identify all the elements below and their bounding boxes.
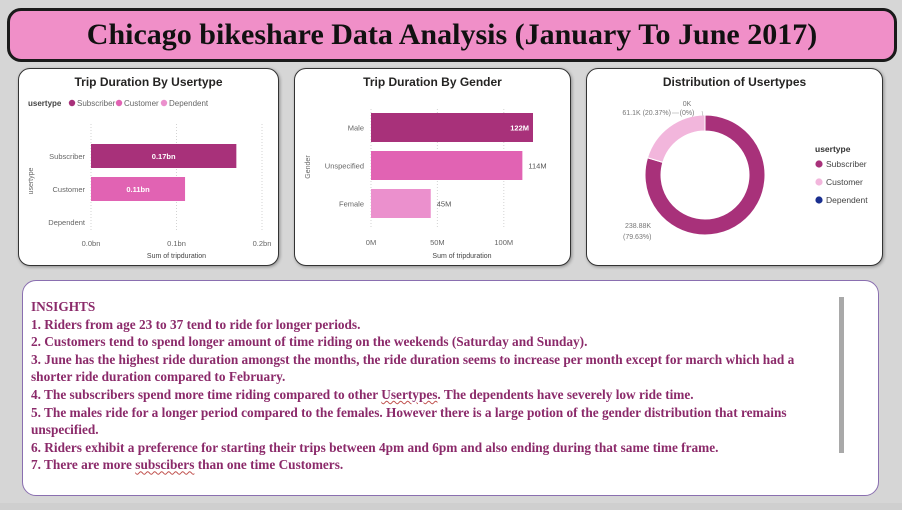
legend-marker-customer bbox=[115, 99, 123, 107]
insight-item: 5. The males ride for a longer period co… bbox=[31, 404, 787, 438]
insight-item: 2. Customers tend to spend longer amount… bbox=[31, 334, 588, 350]
y-tick-label: Subscriber bbox=[49, 152, 85, 161]
y-axis-title: Gender bbox=[305, 155, 312, 179]
legend-marker-dependent bbox=[815, 196, 823, 204]
gender-chart-card[interactable]: Trip Duration By Gender 0M 50M 100M Sum of … bbox=[294, 68, 571, 266]
y-axis-title: usertype bbox=[28, 167, 35, 194]
usertype-bar-chart: usertype Subscriber Customer Dependent 0.0bn… bbox=[28, 99, 272, 260]
x-tick-label: 0M bbox=[366, 238, 376, 247]
legend-label-subscriber: Subscriber bbox=[826, 159, 867, 169]
legend-label-customer: Customer bbox=[124, 99, 159, 108]
data-label: 45M bbox=[437, 200, 452, 209]
usertype-donut-card[interactable]: Distribution of Usertypes 0K (0%) 61.1K (2… bbox=[586, 68, 883, 266]
usertype-chart-card[interactable]: Trip Duration By Usertype usertype Subscr… bbox=[18, 68, 279, 266]
donut-slice-subscriber bbox=[644, 114, 766, 236]
data-label: 114M bbox=[528, 162, 546, 171]
data-label-percent: (79.63%) bbox=[623, 234, 651, 241]
bottom-strip bbox=[0, 503, 902, 510]
legend-marker-customer bbox=[815, 178, 823, 186]
bar-male bbox=[371, 113, 533, 142]
insights-list: 1. Riders from age 23 to 37 tend to ride… bbox=[31, 316, 838, 474]
legend-title: usertype bbox=[815, 144, 851, 154]
legend-title: usertype bbox=[28, 99, 62, 108]
insight-item: 3. June has the highest ride duration am… bbox=[31, 351, 795, 385]
legend-marker-subscriber bbox=[815, 160, 823, 168]
legend-label-dependent: Dependent bbox=[826, 195, 868, 205]
data-label: 0K bbox=[683, 101, 692, 108]
legend-label-customer: Customer bbox=[826, 177, 863, 187]
insight-item: 7. There are more subscibers than one ti… bbox=[31, 457, 344, 473]
y-tick-label: Dependent bbox=[48, 218, 86, 227]
leader-line bbox=[701, 110, 704, 117]
y-tick-label: Female bbox=[339, 200, 364, 209]
bar-female bbox=[371, 189, 431, 218]
x-axis-title: Sum of tripduration bbox=[147, 253, 206, 260]
data-label: 0.11bn bbox=[126, 185, 150, 194]
insight-item: 1. Riders from age 23 to 37 tend to ride… bbox=[31, 316, 361, 332]
legend-label-dependent: Dependent bbox=[169, 99, 209, 108]
usertype-donut-chart: 0K (0%) 61.1K (20.37%) 238.88K (79.63%) usert… bbox=[622, 101, 868, 241]
insights-scrollbar[interactable] bbox=[839, 297, 844, 453]
insight-item: 6. Riders exhibit a preference for start… bbox=[31, 439, 719, 455]
donut-slice-customer bbox=[646, 114, 706, 163]
x-tick-label: 50M bbox=[430, 238, 445, 247]
legend-marker-dependent bbox=[160, 99, 168, 107]
legend-marker-subscriber bbox=[68, 99, 76, 107]
data-label: 122M bbox=[510, 124, 529, 133]
title-banner: Chicago bikeshare Data Analysis (January… bbox=[7, 8, 897, 62]
x-tick-label: 0.2bn bbox=[253, 239, 272, 248]
y-tick-label: Unspecified bbox=[325, 162, 364, 171]
x-tick-label: 0.0bn bbox=[82, 239, 101, 248]
chart-title: Trip Duration By Usertype bbox=[74, 75, 223, 89]
bar-customer bbox=[91, 177, 186, 201]
x-tick-label: 0.1bn bbox=[167, 239, 186, 248]
data-label: 238.88K bbox=[625, 223, 651, 230]
data-label-percent: (0%) bbox=[680, 110, 695, 117]
insights-panel[interactable]: INSIGHTS 1. Riders from age 23 to 37 ten… bbox=[22, 280, 879, 496]
chart-title: Distribution of Usertypes bbox=[662, 75, 807, 89]
x-axis-title: Sum of tripduration bbox=[432, 253, 491, 260]
y-tick-label: Male bbox=[348, 124, 364, 133]
insights-heading: INSIGHTS bbox=[31, 299, 96, 314]
legend-label-subscriber: Subscriber bbox=[77, 99, 116, 108]
bar-subscriber bbox=[91, 144, 237, 168]
data-label: 61.1K (20.37%) bbox=[622, 110, 671, 117]
insight-item: 4. The subscribers spend more time ridin… bbox=[31, 386, 694, 402]
bar-unspecified bbox=[371, 151, 523, 180]
y-tick-label: Customer bbox=[52, 185, 85, 194]
data-label: 0.17bn bbox=[152, 152, 176, 161]
page-title: Chicago bikeshare Data Analysis (January… bbox=[86, 18, 818, 51]
x-tick-label: 100M bbox=[494, 238, 513, 247]
chart-title: Trip Duration By Gender bbox=[363, 75, 502, 89]
